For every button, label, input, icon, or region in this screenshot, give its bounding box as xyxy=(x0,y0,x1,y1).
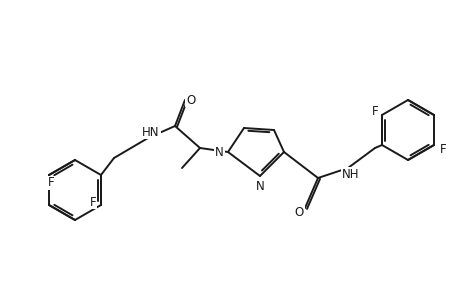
Text: N: N xyxy=(255,180,264,193)
Text: O: O xyxy=(294,206,303,218)
Text: HN: HN xyxy=(142,125,159,139)
Text: F: F xyxy=(371,104,377,118)
Text: O: O xyxy=(186,94,195,106)
Text: F: F xyxy=(90,196,96,208)
Text: NH: NH xyxy=(341,167,359,181)
Text: F: F xyxy=(48,176,54,190)
Text: N: N xyxy=(215,146,224,158)
Text: F: F xyxy=(439,142,445,155)
